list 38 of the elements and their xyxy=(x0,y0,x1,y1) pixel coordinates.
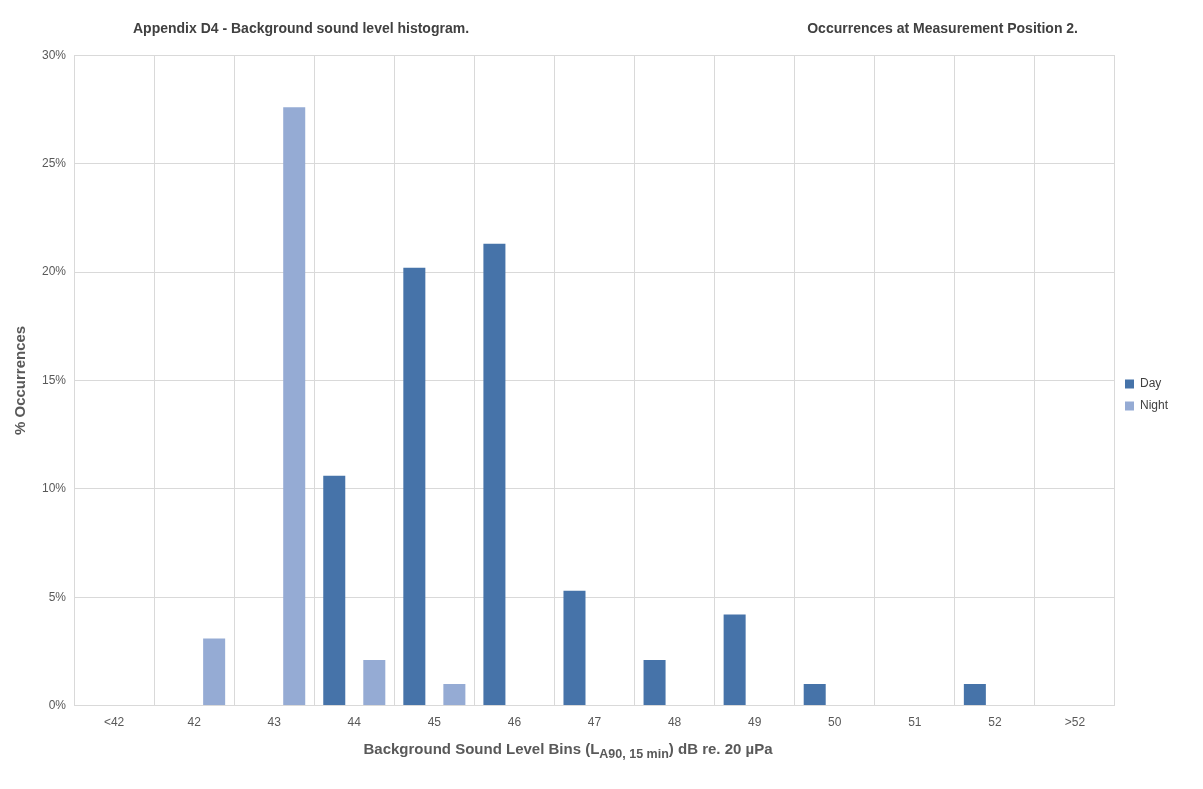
bar xyxy=(803,683,826,706)
x-tick-label: 44 xyxy=(347,715,362,730)
bar xyxy=(483,243,506,706)
x-axis-title: Background Sound Level Bins (L$_{A90, 15 min}$) dB re. 20 µPa xyxy=(362,740,774,761)
y-tick-label: 20% xyxy=(41,264,67,279)
y-tick-label: 25% xyxy=(41,155,67,170)
bar xyxy=(323,475,346,706)
chart-title: Appendix D4 - Background sound level histogram. xyxy=(133,20,470,36)
y-tick-label: 15% xyxy=(41,372,67,387)
y-tick-label: 10% xyxy=(41,481,67,496)
chart-subtitle: Occurrences at Measurement Position 2. xyxy=(807,20,1078,36)
bar xyxy=(403,267,426,706)
bar xyxy=(283,107,306,706)
x-tick-label: 51 xyxy=(908,715,922,730)
x-tick-label: 52 xyxy=(988,715,1002,730)
x-tick-label: 45 xyxy=(427,715,442,730)
x-tick-label: 42 xyxy=(187,715,202,730)
bar xyxy=(643,660,666,706)
x-tick-label: 48 xyxy=(667,715,682,730)
bar xyxy=(963,683,986,706)
bar xyxy=(563,590,586,706)
y-axis-title: % Occurrences xyxy=(11,325,29,436)
y-tick-label: 30% xyxy=(41,47,67,62)
bar xyxy=(203,638,226,706)
legend-label: Day xyxy=(1139,376,1162,391)
x-tick-label: >52 xyxy=(1064,715,1086,730)
bar xyxy=(363,660,386,706)
y-tick-label: 5% xyxy=(48,589,67,604)
x-tick-label: <42 xyxy=(103,715,125,730)
x-tick-label: 47 xyxy=(587,715,602,730)
legend-label: Night xyxy=(1139,398,1169,413)
x-tick-label: 50 xyxy=(828,715,842,730)
x-tick-label: 46 xyxy=(507,715,522,730)
y-tick-label: 0% xyxy=(48,697,67,712)
x-tick-label: 43 xyxy=(267,715,282,730)
bar xyxy=(443,683,466,706)
x-tick-label: 49 xyxy=(747,715,762,730)
bar xyxy=(723,614,746,706)
